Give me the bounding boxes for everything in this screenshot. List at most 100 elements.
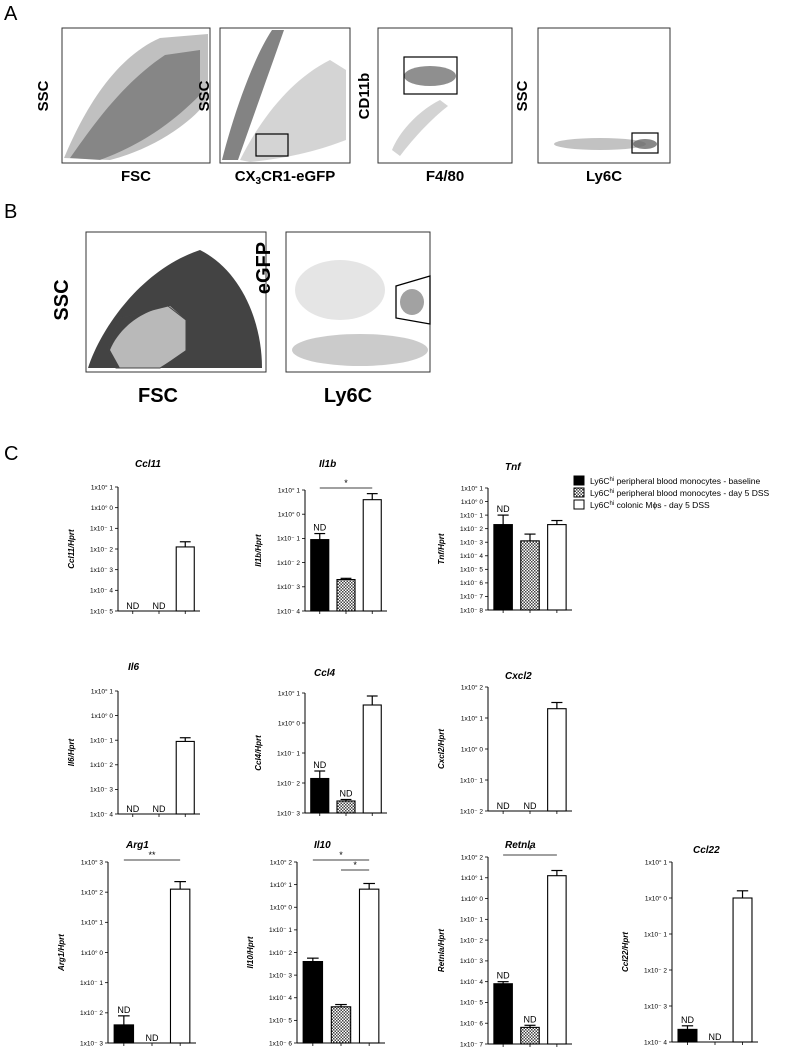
gate-box: [403, 56, 458, 95]
legend-item-colonic: Ly6Chi colonic Mϕs - day 5 DSS: [590, 500, 710, 510]
y-axis-label: Il1b/Hprt: [254, 534, 263, 567]
flow-plot-cx3cr1-ssc: CX3CR1-eGFP SSC: [196, 27, 351, 187]
y-tick-label: 1x10⁻ 4: [644, 1039, 667, 1046]
panel-letter-c: C: [4, 443, 18, 465]
axis-label-x: FSC: [138, 385, 178, 407]
nd-label: ND: [146, 1033, 159, 1043]
y-tick-label: 1x10° 0: [461, 895, 484, 903]
y-tick-label: 1x10⁻ 3: [277, 584, 300, 591]
y-tick-label: 1x10⁻ 1: [277, 536, 300, 543]
flow-plot-fsc-ssc: FSC SSC: [35, 27, 211, 185]
panel-a-flow-plots: FSC SSC CX3CR1-eGFP SSC F4/80 CD11b Ly6C…: [35, 27, 671, 187]
flow-plot-ly6c-ssc: Ly6C SSC: [514, 27, 671, 185]
bar: [175, 546, 195, 612]
bar: [358, 888, 380, 1044]
bar: [520, 540, 540, 611]
nd-label: ND: [524, 1014, 537, 1024]
panel-b-flow-plots: FSC SSC Ly6C eGFP: [51, 231, 431, 407]
y-tick-label: 1x10⁻ 4: [90, 811, 113, 818]
bar: [520, 1026, 540, 1045]
bar: [362, 499, 382, 612]
bar-chart-il1b: Il1b Il1b/Hprt 1x10° 1 1x10° 0 1x10⁻ 1 1x10⁻ …: [254, 459, 387, 615]
bar-chart-ccl11: Ccl11 Ccl11/Hprt 1x10° 1 1x10° 0 1x10⁻ 1 1x10…: [67, 459, 200, 615]
bar: [330, 1006, 352, 1044]
nd-label: ND: [313, 760, 326, 770]
y-tick-label: 1x10⁻ 3: [80, 1040, 103, 1047]
nd-label: ND: [126, 601, 139, 611]
chart-title: Il1b: [319, 459, 336, 470]
nd-label: ND: [153, 804, 166, 814]
y-tick-label: 1x10° 0: [278, 511, 301, 519]
nd-label: ND: [709, 1032, 722, 1042]
bar-chart-cxcl2: Cxcl2 Cxcl2/Hprt 1x10° 2 1x10° 1 1x10° 0 1x10…: [437, 671, 572, 815]
y-tick-label: 1x10⁻ 6: [460, 580, 483, 587]
nd-label: ND: [524, 801, 537, 811]
bar: [547, 524, 567, 611]
y-tick-label: 1x10° 1: [278, 689, 301, 697]
y-tick-label: 1x10° 0: [270, 904, 293, 912]
y-tick-label: 1x10⁻ 1: [90, 526, 113, 533]
bar: [547, 708, 567, 812]
y-axis-label: Arg1/Hprt: [57, 934, 66, 972]
significance-label: **: [148, 850, 156, 860]
y-tick-label: 1x10⁻ 1: [269, 927, 292, 934]
bar: [169, 888, 191, 1044]
nd-label: ND: [681, 1015, 694, 1025]
bar-chart-arg1: Arg1 Arg1/Hprt 1x10° 3 1x10° 2 1x10° 1 1x10° …: [57, 840, 196, 1047]
y-tick-label: 1x10⁻ 1: [460, 777, 483, 784]
bar-chart-retnla: Retnla Retnla/Hprt 1x10° 2 1x10° 1 1x10° 0 1x…: [437, 840, 572, 1048]
y-tick-label: 1x10⁻ 3: [644, 1003, 667, 1010]
nd-label: ND: [126, 804, 139, 814]
y-axis-label: Ccl22/Hprt: [621, 932, 630, 972]
y-tick-label: 1x10⁻ 2: [90, 546, 113, 553]
axis-label-y: eGFP: [253, 242, 275, 294]
y-tick-label: 1x10⁻ 5: [460, 567, 483, 574]
bar: [493, 983, 513, 1045]
y-tick-label: 1x10⁻ 3: [90, 567, 113, 574]
y-tick-label: 1x10° 1: [278, 486, 301, 494]
y-tick-label: 1x10° 1: [645, 858, 668, 866]
y-tick-label: 1x10⁻ 4: [90, 588, 113, 595]
y-tick-label: 1x10° 0: [91, 504, 114, 512]
y-tick-label: 1x10° 2: [81, 888, 104, 896]
flow-plot-f480-cd11b: F4/80 CD11b: [356, 27, 513, 185]
axis-label-y: SSC: [51, 279, 73, 320]
y-axis-label: Ccl11/Hprt: [67, 529, 76, 569]
y-tick-label: 1x10⁻ 1: [277, 750, 300, 757]
y-tick-label: 1x10⁻ 2: [460, 526, 483, 533]
nd-label: ND: [117, 1005, 130, 1015]
y-tick-label: 1x10⁻ 2: [277, 780, 300, 787]
y-tick-label: 1x10⁻ 3: [90, 787, 113, 794]
y-tick-label: 1x10⁻ 2: [269, 950, 292, 957]
y-tick-label: 1x10⁻ 5: [90, 608, 113, 615]
legend-item-dss: Ly6Chi peripheral blood monocytes - day …: [590, 488, 770, 498]
y-tick-label: 1x10° 0: [645, 894, 668, 902]
y-tick-label: 1x10° 2: [270, 858, 293, 866]
y-tick-label: 1x10° 1: [461, 714, 484, 722]
y-tick-label: 1x10° 1: [81, 919, 104, 927]
nd-label: ND: [497, 971, 510, 981]
y-tick-label: 1x10⁻ 2: [80, 1010, 103, 1017]
y-tick-label: 1x10⁻ 1: [80, 980, 103, 987]
nd-label: ND: [313, 523, 326, 533]
chart-title: Tnf: [505, 462, 522, 473]
chart-title: Cxcl2: [505, 671, 532, 682]
y-tick-label: 1x10⁻ 3: [269, 972, 292, 979]
nd-label: ND: [340, 789, 353, 799]
bar-chart-il10: Il10 Il10/Hprt 1x10° 2 1x10° 1 1x10° 0 1x10⁻ …: [246, 840, 385, 1047]
axis-label-y: CD11b: [356, 73, 373, 120]
y-tick-label: 1x10⁻ 2: [460, 808, 483, 815]
significance-label: *: [528, 845, 532, 855]
y-tick-label: 1x10⁻ 5: [460, 1000, 483, 1007]
y-axis-label: Tnf/Hprt: [437, 533, 446, 564]
flow-plot-b-ly6c-egfp: Ly6C eGFP: [253, 231, 431, 407]
y-tick-label: 1x10⁻ 1: [460, 917, 483, 924]
chart-title: Il6: [128, 662, 140, 673]
legend-item-baseline: Ly6Chi peripheral blood monocytes - base…: [590, 476, 760, 486]
axis-label-x: CX3CR1-eGFP: [235, 168, 336, 187]
bar: [336, 800, 356, 814]
y-axis-label: Ccl4/Hprt: [254, 735, 263, 771]
chart-title: Ccl22: [693, 845, 720, 856]
y-tick-label: 1x10° 0: [91, 712, 114, 720]
legend-swatch-baseline: [573, 475, 585, 486]
